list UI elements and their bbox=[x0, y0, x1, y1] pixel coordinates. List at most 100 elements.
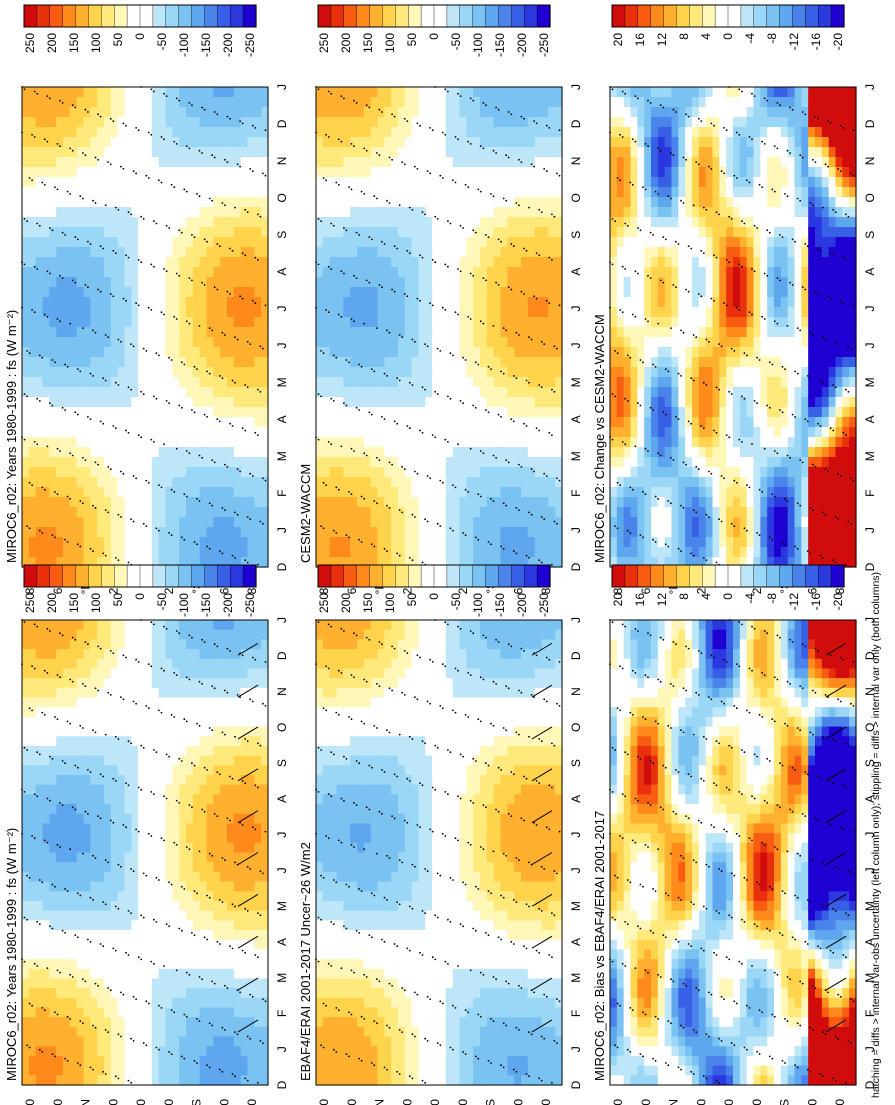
heat-cell bbox=[261, 357, 269, 368]
heat-cell bbox=[199, 477, 208, 488]
heat-cell bbox=[240, 487, 249, 498]
stipple-dot bbox=[135, 998, 138, 1000]
heat-cell bbox=[172, 1017, 180, 1028]
heat-cell bbox=[69, 745, 78, 757]
heat-cell bbox=[220, 267, 228, 278]
heat-cell bbox=[90, 1017, 98, 1028]
heat-cell bbox=[172, 687, 180, 699]
heat-cell bbox=[69, 307, 78, 318]
heat-cell bbox=[233, 127, 242, 138]
heat-cell bbox=[165, 237, 173, 248]
heat-cell bbox=[145, 247, 153, 258]
heat-cell bbox=[247, 949, 255, 960]
heat-cell bbox=[247, 997, 255, 1009]
heat-cell bbox=[240, 1017, 249, 1028]
heat-cell bbox=[131, 267, 139, 278]
stipple-dot bbox=[264, 830, 267, 833]
heat-cell bbox=[213, 716, 221, 728]
heat-cell bbox=[240, 716, 249, 728]
stipple-dot bbox=[79, 195, 82, 198]
stipple-dot bbox=[158, 709, 160, 712]
heat-cell bbox=[370, 467, 379, 478]
heat-cell bbox=[76, 1036, 85, 1047]
stipple-dot bbox=[153, 220, 155, 223]
stipple-dot bbox=[226, 115, 229, 118]
heat-cell bbox=[165, 930, 173, 941]
heat-cell bbox=[233, 939, 242, 950]
heat-cell bbox=[357, 127, 365, 138]
heat-cell bbox=[240, 862, 249, 873]
heat-cell bbox=[22, 557, 30, 568]
heat-cell bbox=[63, 891, 71, 902]
stipple-dot bbox=[120, 165, 122, 168]
heat-cell bbox=[247, 852, 255, 863]
heat-cell bbox=[145, 347, 153, 358]
heat-cell bbox=[220, 639, 228, 650]
heat-cell bbox=[240, 668, 249, 679]
heat-cell bbox=[357, 307, 365, 318]
heat-cell bbox=[329, 387, 338, 398]
heat-cell bbox=[131, 477, 139, 488]
heat-cell bbox=[172, 417, 180, 428]
heat-cell bbox=[357, 247, 365, 258]
heat-cell bbox=[63, 978, 71, 989]
heat-cell bbox=[254, 257, 262, 268]
heat-cell bbox=[35, 207, 44, 218]
heat-cell bbox=[117, 755, 126, 766]
heat-cell bbox=[391, 447, 399, 458]
stipple-dot bbox=[216, 113, 219, 116]
heat-cell bbox=[104, 804, 112, 815]
heat-cell bbox=[110, 417, 119, 428]
heat-cell bbox=[213, 447, 221, 458]
heat-cell bbox=[186, 949, 194, 960]
stipple-dot bbox=[173, 1011, 176, 1014]
heat-cell bbox=[192, 487, 201, 498]
stipple-dot bbox=[76, 892, 79, 895]
heat-cell bbox=[233, 959, 242, 970]
heat-cell bbox=[69, 527, 78, 538]
heat-cell bbox=[186, 891, 194, 902]
heat-cell bbox=[179, 217, 187, 228]
heat-cell bbox=[213, 387, 221, 398]
stipple-dot bbox=[87, 643, 89, 646]
heat-cell bbox=[172, 327, 180, 338]
heat-cell bbox=[227, 267, 235, 278]
heat-cell bbox=[336, 367, 344, 378]
heat-cell bbox=[199, 852, 208, 863]
heat-cell bbox=[254, 527, 262, 538]
heat-cell bbox=[42, 137, 50, 148]
heat-cell bbox=[131, 257, 139, 268]
colorbar-swatch bbox=[88, 4, 102, 28]
heat-cell bbox=[138, 107, 146, 118]
heat-cell bbox=[97, 1036, 105, 1047]
heat-cell bbox=[97, 337, 105, 348]
heat-cell bbox=[165, 497, 173, 508]
heat-cell bbox=[124, 257, 132, 268]
heat-cell bbox=[199, 397, 208, 408]
heat-cell bbox=[213, 813, 221, 825]
heat-cell bbox=[220, 167, 228, 178]
heat-cell bbox=[179, 726, 187, 737]
heat-cell bbox=[83, 357, 91, 368]
heat-cell bbox=[138, 658, 146, 670]
stipple-dot bbox=[36, 92, 39, 95]
heat-cell bbox=[213, 537, 221, 548]
heat-cell bbox=[145, 367, 153, 378]
stipple-dot bbox=[236, 1033, 239, 1036]
heat-cell bbox=[192, 257, 201, 268]
heat-cell bbox=[329, 377, 338, 388]
heat-cell bbox=[343, 357, 351, 368]
stipple-dot bbox=[69, 452, 72, 455]
heat-cell bbox=[384, 497, 392, 508]
stipple-dot bbox=[51, 927, 54, 930]
heat-cell bbox=[165, 639, 173, 650]
heat-cell bbox=[261, 833, 269, 844]
heat-cell bbox=[227, 457, 235, 468]
heat-cell bbox=[179, 247, 187, 258]
heat-cell bbox=[220, 968, 228, 980]
heat-cell bbox=[28, 949, 37, 960]
heat-cell bbox=[131, 794, 139, 805]
heat-cell bbox=[199, 649, 208, 660]
heat-cell bbox=[49, 87, 57, 98]
heat-cell bbox=[69, 487, 78, 498]
